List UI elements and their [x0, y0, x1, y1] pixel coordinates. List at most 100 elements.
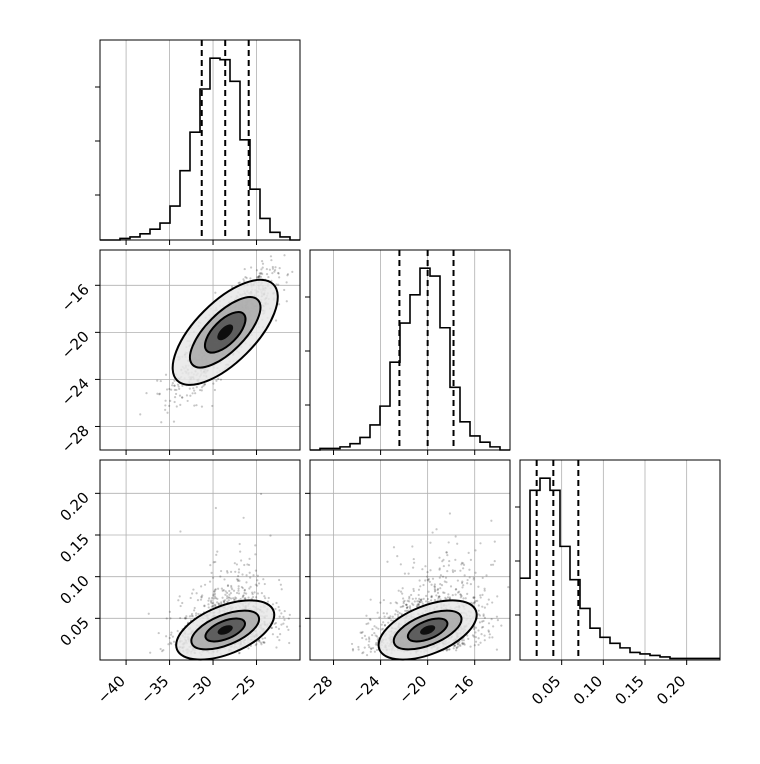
scatter-point: [388, 616, 391, 620]
scatter-point: [227, 596, 230, 599]
scatter-point: [469, 583, 472, 586]
scatter-point: [237, 585, 240, 588]
scatter-point: [254, 544, 257, 547]
scatter-point: [439, 598, 442, 601]
scatter-point: [233, 598, 236, 601]
panel-frame: [99, 459, 301, 661]
scatter-point: [176, 383, 180, 386]
scatter-point: [237, 281, 240, 285]
scatter-point: [422, 597, 425, 600]
scatter-point: [274, 607, 277, 611]
scatter-point: [243, 597, 246, 600]
scatter-point: [448, 648, 451, 651]
scatter-point: [357, 648, 360, 651]
scatter-point: [395, 602, 399, 605]
scatter-point: [265, 267, 268, 271]
scatter-point: [287, 628, 290, 631]
scatter-point: [445, 551, 448, 554]
scatter-panel-2-1: [350, 512, 510, 661]
scatter-point: [493, 559, 496, 563]
scatter-point: [173, 379, 176, 382]
scatter-point: [209, 600, 213, 603]
scatter-point: [446, 596, 450, 599]
x-tick-label: −28: [301, 672, 336, 707]
scatter-point: [164, 399, 167, 402]
scatter-point: [280, 588, 283, 591]
scatter-point: [460, 563, 463, 566]
scatter-point: [421, 602, 424, 605]
scatter-point: [491, 636, 494, 639]
scatter-point: [210, 599, 213, 602]
scatter-point: [367, 636, 371, 639]
scatter-point: [245, 592, 248, 595]
scatter-point: [442, 558, 445, 561]
scatter-point: [193, 404, 196, 407]
scatter-point: [260, 268, 263, 271]
scatter-point: [375, 641, 378, 645]
scatter-point: [203, 605, 206, 608]
scatter-point: [275, 646, 278, 649]
scatter-point: [479, 542, 482, 545]
panel-frame: [99, 39, 301, 241]
panel-frame: [309, 249, 511, 451]
scatter-point: [437, 597, 440, 600]
scatter-point: [433, 585, 436, 588]
scatter-point: [248, 571, 251, 574]
scatter-point: [201, 594, 204, 597]
scatter-point: [463, 574, 466, 577]
scatter-point: [277, 605, 280, 609]
scatter-point: [417, 603, 420, 606]
scatter-point: [242, 594, 245, 598]
scatter-point: [203, 604, 206, 607]
scatter-point: [171, 635, 174, 638]
scatter-point: [278, 609, 281, 612]
scatter-point: [417, 603, 420, 606]
scatter-point: [445, 551, 448, 554]
scatter-point: [474, 640, 478, 643]
scatter-point: [444, 596, 447, 599]
scatter-point: [232, 589, 236, 592]
scatter-point: [192, 387, 195, 390]
scatter-point: [426, 575, 429, 578]
scatter-point: [406, 605, 409, 609]
scatter-point: [241, 586, 244, 590]
scatter-point: [426, 578, 429, 581]
scatter-point: [241, 596, 244, 599]
scatter-point: [379, 601, 382, 604]
scatter-point: [168, 610, 171, 613]
scatter-point: [474, 626, 478, 629]
scatter-point: [200, 405, 204, 408]
scatter-point: [462, 642, 466, 645]
scatter-point: [420, 600, 423, 603]
scatter-point: [257, 276, 261, 279]
scatter-point: [212, 602, 215, 605]
scatter-point: [483, 639, 486, 642]
scatter-point: [495, 648, 499, 651]
scatter-point: [213, 595, 217, 598]
scatter-point: [213, 590, 216, 593]
scatter-point: [237, 574, 240, 578]
scatter-point: [417, 588, 421, 591]
scatter-point: [207, 599, 210, 602]
scatter-point: [448, 597, 452, 600]
scatter-point: [213, 388, 216, 392]
y-tick-label: −28: [58, 422, 93, 457]
scatter-point: [461, 643, 465, 646]
scatter-point: [369, 650, 372, 653]
scatter-point: [411, 597, 414, 600]
scatter-point: [441, 560, 444, 563]
scatter-point: [178, 595, 181, 598]
scatter-point: [421, 568, 424, 571]
scatter-point: [214, 603, 217, 606]
scatter-point: [171, 384, 174, 387]
scatter-point: [438, 595, 441, 598]
scatter-point: [280, 623, 283, 626]
scatter-point: [169, 641, 172, 644]
scatter-point: [271, 626, 274, 629]
scatter-point: [200, 595, 203, 598]
scatter-point: [275, 283, 278, 286]
panel-0-0: [100, 40, 300, 240]
scatter-point: [267, 275, 270, 279]
scatter-point: [427, 600, 430, 604]
scatter-point: [211, 576, 215, 579]
